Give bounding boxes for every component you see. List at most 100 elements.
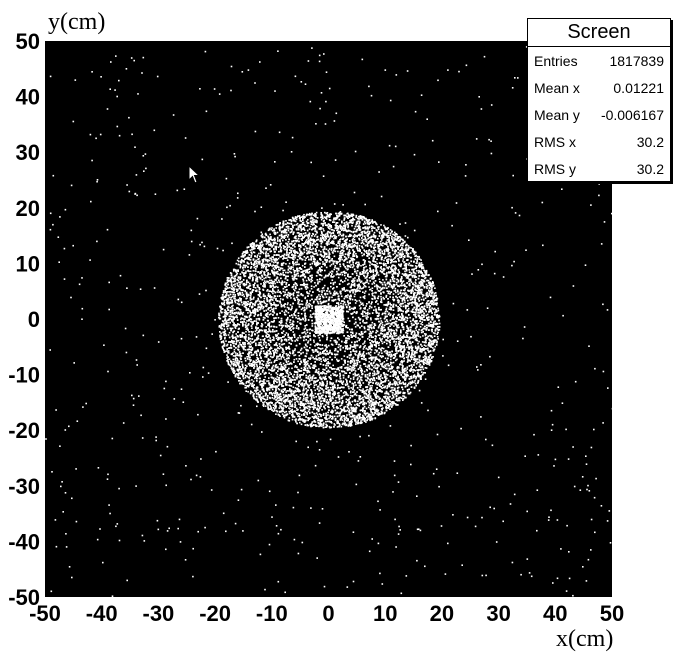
scatter-point [334,390,336,393]
scatter-point [314,282,316,284]
scatter-point [390,333,393,336]
scatter-point [311,243,314,245]
scatter-point [309,225,312,228]
scatter-point [243,261,245,263]
scatter-point [359,402,361,405]
scatter-point [412,349,414,352]
scatter-point [266,351,268,353]
scatter-point [387,313,390,316]
scatter-point [391,397,393,400]
scatter-point [376,390,379,393]
scatter-point [302,351,304,354]
scatter-point [232,340,234,342]
scatter-point [256,262,258,265]
scatter-point [371,287,374,289]
scatter-point [375,318,378,321]
scatter-point [424,297,427,299]
scatter-point [297,368,299,371]
scatter-point [278,414,280,416]
scatter-point [287,316,289,319]
scatter-point [234,327,237,329]
scatter-point [231,341,234,343]
scatter-point [309,374,311,377]
scatter-point [399,345,402,347]
scatter-point [366,366,369,368]
scatter-point [310,285,313,287]
scatter-point [353,295,356,298]
scatter-point [423,347,425,349]
scatter-point [294,261,297,264]
scatter-point [251,382,254,385]
scatter-point [362,320,364,323]
scatter-point [292,240,294,243]
scatter-point [355,344,358,346]
scatter-point [331,235,333,238]
scatter-point [317,419,319,422]
scatter-point [275,402,277,404]
scatter-point [291,322,294,325]
scatter-point [384,320,387,323]
scatter-point [350,377,352,380]
scatter-point [237,289,239,291]
scatter-point [356,288,358,290]
scatter-point [324,349,327,351]
scatter-point [298,253,301,256]
scatter-point [402,305,405,308]
scatter-point [273,409,276,412]
scatter-point [351,418,354,421]
scatter-point [244,387,246,389]
scatter-point [371,413,373,415]
scatter-point [395,332,397,334]
scatter-point [234,301,237,304]
scatter-point [261,262,264,265]
scatter-point [368,312,371,315]
scatter-point [223,301,226,304]
scatter-point [314,392,317,395]
scatter-point [327,288,329,290]
scatter-point [284,314,287,316]
scatter-point [328,417,330,420]
scatter-point [300,303,302,305]
scatter-point [397,376,399,379]
scatter-point [331,403,333,406]
scatter-point [359,319,361,321]
scatter-point [400,305,402,307]
scatter-point [232,309,234,312]
scatter-point [250,263,253,265]
scatter-point [412,270,415,272]
scatter-point [279,399,281,401]
scatter-point [409,340,411,343]
scatter-point [353,254,355,256]
scatter-point [251,342,253,344]
scatter-point [309,316,312,318]
scatter-point [410,247,413,249]
scatter-point [386,320,389,323]
scatter-point [425,271,428,273]
scatter-point [234,277,236,280]
scatter-point [386,407,389,409]
scatter-point [224,336,226,339]
scatter-point [362,388,364,390]
scatter-point [229,279,232,282]
scatter-point [303,223,306,226]
scatter-point [300,409,302,412]
scatter-point [346,253,349,256]
scatter-point [380,224,382,226]
scatter-point [326,337,328,339]
scatter-point [335,353,338,356]
scatter-point [360,234,362,236]
scatter-point [336,392,339,395]
scatter-point [390,371,392,373]
scatter-point [352,312,354,315]
scatter-point [355,354,357,356]
scatter-point [380,240,382,243]
scatter-point [351,368,353,370]
scatter-point [273,337,275,339]
scatter-point [230,344,232,347]
scatter-point [309,248,311,250]
scatter-point [316,371,318,374]
scatter-point [393,325,395,327]
scatter-point [338,392,340,394]
scatter-point [368,353,370,355]
scatter-point [241,321,244,323]
